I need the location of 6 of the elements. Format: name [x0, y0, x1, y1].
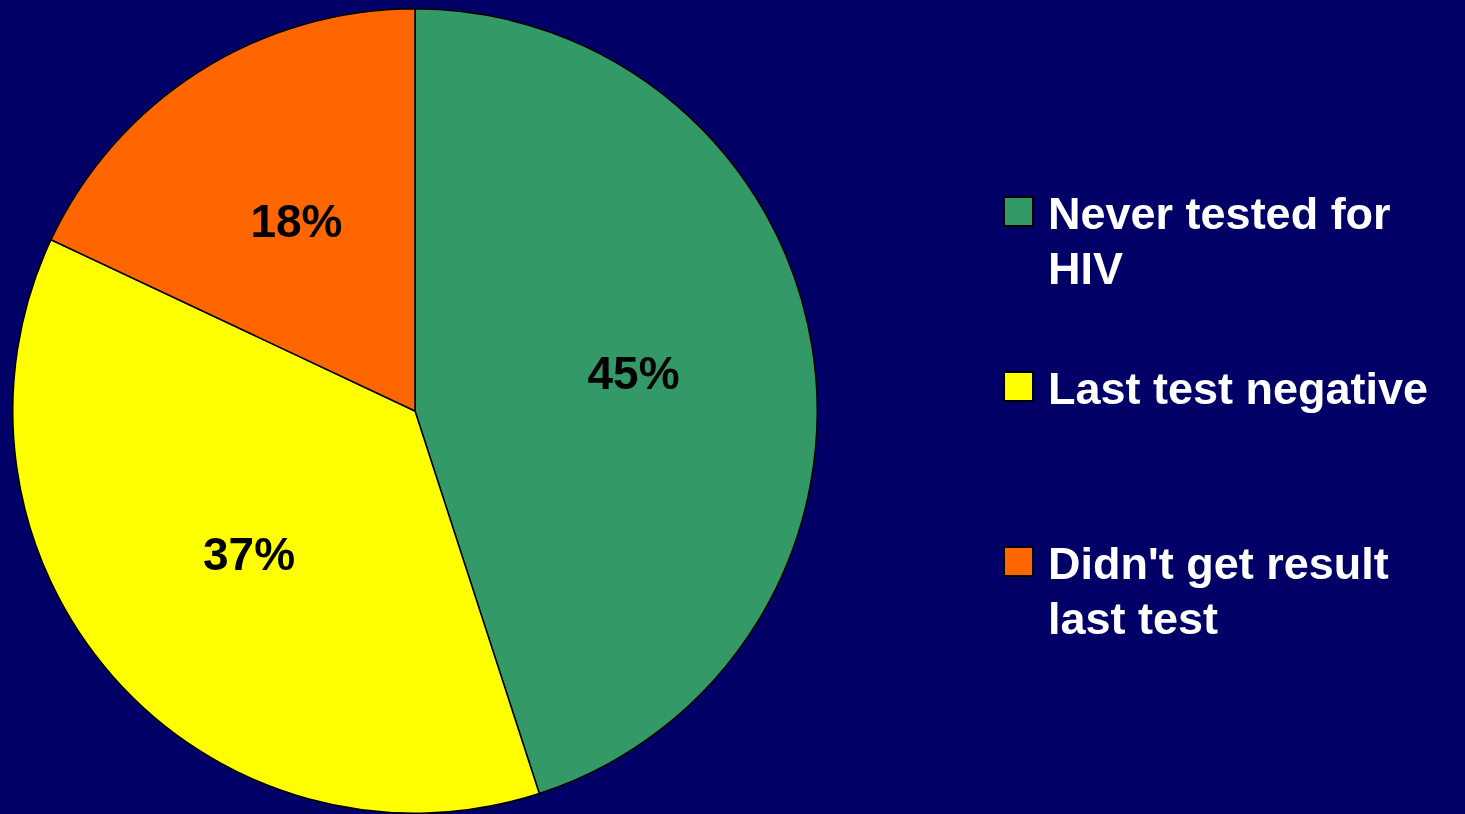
data-label: 37% [203, 527, 296, 580]
data-label: 45% [587, 347, 680, 400]
legend-label: Didn't get result last test [1048, 537, 1390, 646]
legend-label: Never tested for HIV [1048, 187, 1392, 296]
legend-label: Last test negative [1048, 362, 1430, 416]
data-label: 18% [250, 194, 343, 247]
